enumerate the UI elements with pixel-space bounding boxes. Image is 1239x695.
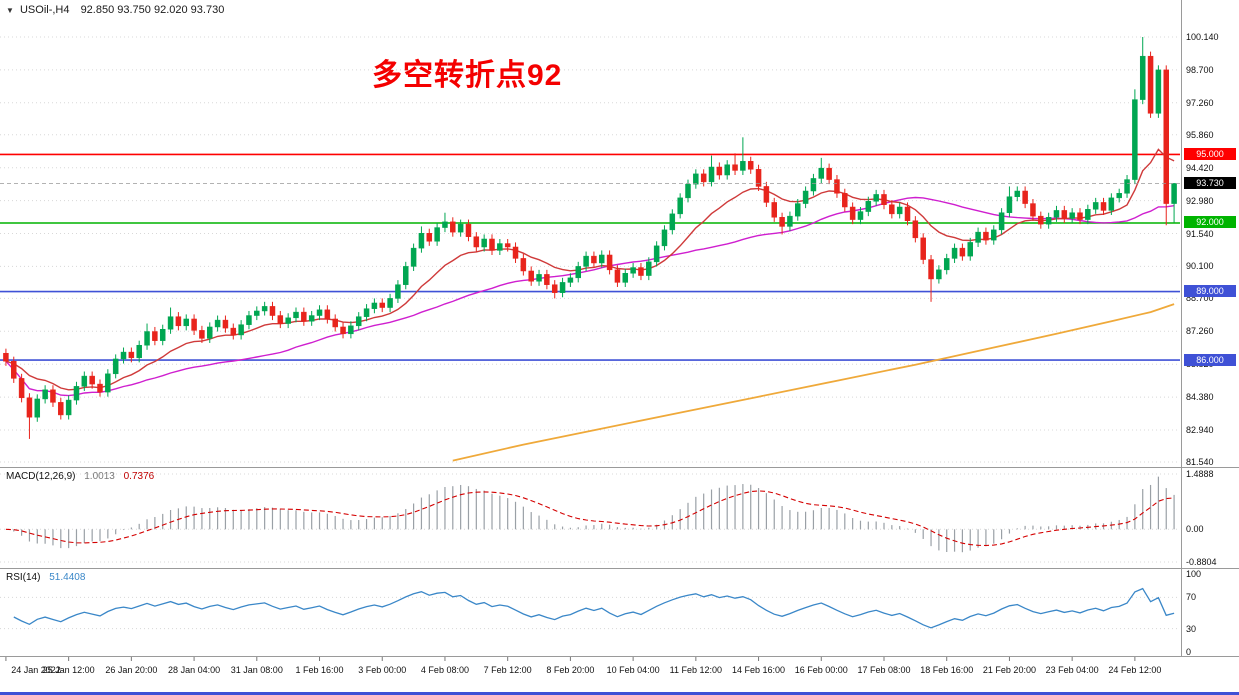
window-bottom-border [0,692,1239,695]
collapse-icon[interactable]: ▼ [6,6,14,15]
chart-header: ▼ USOil-,H4 92.850 93.750 92.020 93.730 [6,4,224,16]
rsi-name: RSI(14) [6,572,41,583]
macd-value-main: 1.0013 [84,471,115,482]
rsi-value: 51.4408 [49,572,86,583]
macd-label: MACD(12,26,9) 1.0013 0.7376 [6,471,160,482]
ohlc-values: 92.850 93.750 92.020 93.730 [80,4,225,16]
chart-annotation: 多空转折点92 [372,59,563,92]
macd-name: MACD(12,26,9) [6,471,76,482]
macd-value-signal: 0.7376 [123,471,155,482]
rsi-label: RSI(14) 51.4408 [6,572,91,583]
symbol-timeframe-label: USOil-,H4 [19,4,70,16]
